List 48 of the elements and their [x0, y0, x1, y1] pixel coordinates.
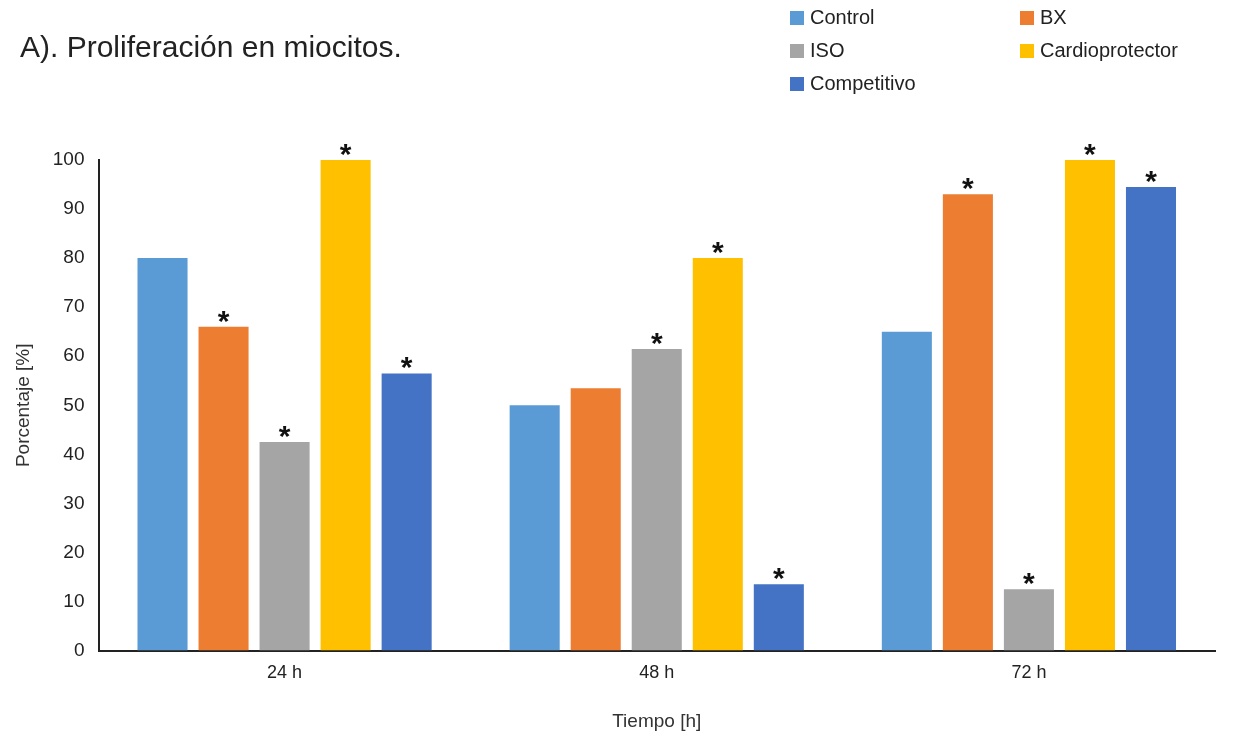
legend-label: ISO — [810, 39, 845, 62]
data-label: * — [339, 137, 352, 170]
bar — [137, 258, 188, 651]
bar — [259, 442, 310, 651]
y-tick-label: 40 — [63, 442, 85, 464]
bar — [692, 258, 743, 651]
bar — [320, 160, 371, 651]
bar — [631, 348, 682, 651]
legend-label: BX — [1040, 6, 1067, 29]
legend-label: Competitivo — [810, 72, 916, 95]
bar — [509, 405, 560, 651]
x-tick-label: 24 h — [267, 662, 303, 683]
data-label: * — [650, 325, 663, 359]
y-tick-label: 20 — [63, 540, 85, 562]
bar — [570, 388, 621, 651]
y-tick-label: 30 — [63, 491, 85, 513]
bar — [381, 373, 432, 651]
data-label: * — [217, 303, 230, 337]
x-tick-label: 72 h — [1011, 662, 1047, 683]
data-label: * — [1145, 163, 1158, 197]
data-label: * — [1084, 137, 1097, 170]
bar — [198, 326, 249, 651]
legend-label: Cardioprotector — [1040, 39, 1178, 62]
y-tick-label: 90 — [63, 197, 85, 219]
y-tick-label: 0 — [73, 638, 85, 660]
data-label: * — [400, 350, 413, 384]
y-tick-label: 80 — [63, 246, 85, 268]
data-label: * — [278, 419, 291, 453]
bar — [1064, 160, 1115, 651]
bar — [1003, 589, 1054, 651]
y-tick-label: 60 — [63, 344, 85, 366]
data-label: * — [711, 235, 724, 269]
bar — [881, 331, 932, 651]
y-axis-title: Porcentaje [%] — [11, 343, 33, 468]
bar — [753, 584, 804, 651]
legend-label: Control — [810, 6, 875, 29]
bar — [1125, 186, 1177, 651]
bar — [942, 194, 993, 651]
y-tick-label: 50 — [63, 393, 85, 415]
x-axis-title: Tiempo [h] — [612, 709, 702, 731]
y-tick-label: 70 — [63, 295, 85, 317]
x-tick-label: 48 h — [639, 662, 675, 683]
data-label: * — [962, 171, 975, 205]
data-label: * — [1023, 566, 1036, 600]
chart-title: A). Proliferación en miocitos. — [20, 30, 402, 64]
data-label: * — [772, 561, 785, 595]
y-tick-label: 100 — [52, 148, 85, 170]
y-tick-label: 10 — [63, 589, 85, 611]
